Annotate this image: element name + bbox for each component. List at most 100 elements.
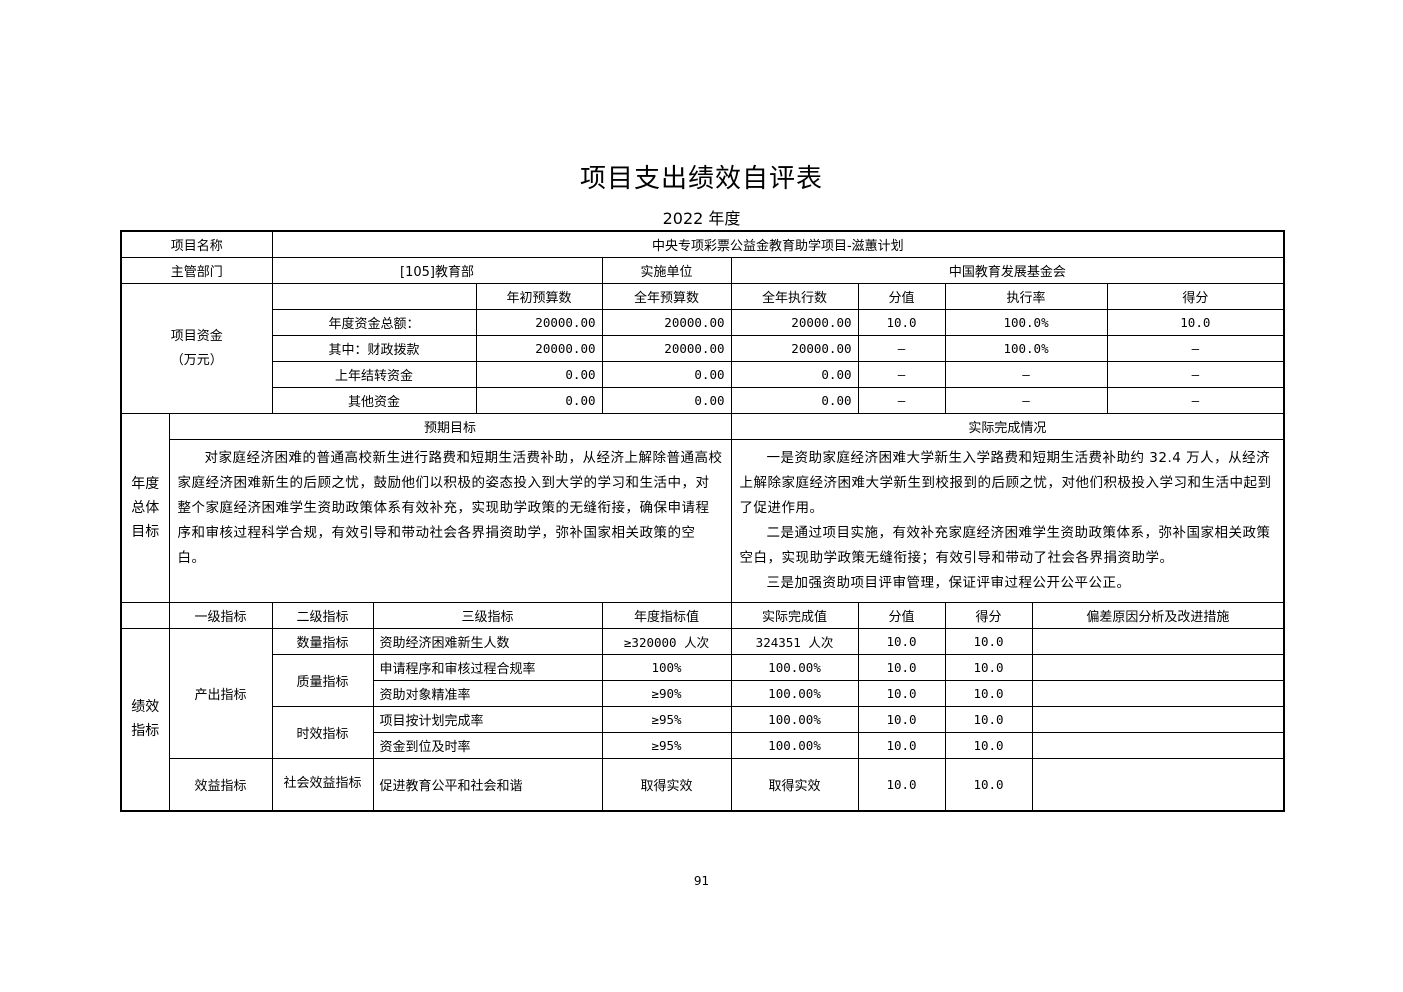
deviation-analysis (1031, 628, 1285, 655)
funds-row-label: 其他资金 (271, 387, 477, 414)
indicator-row: 时效指标 项目按计划完成率 ≥95% 100.00% 10.0 10.0 (121, 706, 1285, 759)
page-number: 91 (693, 874, 710, 888)
funds-cell: 0.00 (475, 361, 603, 388)
dept-label: 主管部门 (120, 257, 273, 284)
report-year: 2022 年度 (662, 209, 741, 228)
level3-indicator: 申请程序和审核过程合规率 (372, 654, 603, 681)
actual-result-paragraph: 二是通过项目实施，有效补充家庭经济困难学生资助政策体系，弥补国家相关政策空白，实… (739, 525, 1271, 566)
target-value: 100% (601, 654, 732, 681)
funds-row: 其他资金 0.00 0.00 0.00 — — — (121, 387, 1285, 414)
deviation-analysis (1031, 680, 1285, 707)
unit-value: 中国教育发展基金会 (730, 257, 1285, 284)
funds-cell: 0.00 (601, 387, 732, 414)
funds-cell: — (944, 387, 1108, 414)
funds-cell: 20000.00 (475, 309, 603, 336)
funds-cell: 20000.00 (601, 309, 732, 336)
score: 10.0 (944, 732, 1033, 759)
score-weight: 10.0 (857, 654, 946, 681)
funds-header (271, 283, 477, 310)
funds-cell: — (1106, 387, 1285, 414)
actual-value: 100.00% (730, 680, 859, 707)
funds-header: 全年执行数 (730, 283, 859, 310)
indicator-row: 绩效指标 产出指标 数量指标 资助经济困难新生人数 ≥320000 人次 324… (120, 628, 1285, 811)
indicator-header: 三级指标 (372, 602, 603, 629)
dept-value: [105]教育部 (271, 257, 603, 284)
score-weight: 10.0 (857, 680, 946, 707)
level3-indicator: 资助经济困难新生人数 (372, 628, 603, 655)
funds-header: 全年预算数 (601, 283, 732, 310)
funds-cell: — (857, 387, 946, 414)
level2-indicator: 数量指标 (271, 628, 374, 655)
project-name: 中央专项彩票公益金教育助学项目-滋蕙计划 (271, 230, 1285, 258)
performance-table: 项目名称 中央专项彩票公益金教育助学项目-滋蕙计划 主管部门 [105]教育部 … (120, 230, 1286, 812)
indicators-label: 绩效指标 (120, 628, 170, 811)
funds-cell: 20000.00 (475, 335, 603, 362)
score: 10.0 (944, 654, 1033, 681)
actual-result-paragraph: 一是资助家庭经济困难大学新生入学路费和短期生活费补助约 32.4 万人，从经济上… (739, 450, 1272, 516)
funds-cell: 10.0 (857, 309, 946, 336)
actual-value: 100.00% (730, 732, 859, 759)
funds-cell: — (1106, 361, 1285, 388)
page-title: 项目支出绩效自评表 (579, 164, 823, 194)
actual-value: 取得实效 (730, 758, 859, 811)
funds-cell: — (944, 361, 1108, 388)
target-value: ≥320000 人次 (601, 628, 732, 655)
expected-goal-text: 对家庭经济困难的普通高校新生进行路费和短期生活费补助，从经济上解除普通高校家庭经… (168, 439, 732, 603)
actual-value: 100.00% (730, 706, 859, 733)
indicator-row: 资助对象精准率 ≥90% 100.00% 10.0 10.0 (121, 680, 1285, 707)
funds-cell: — (857, 361, 946, 388)
expected-goal-paragraph: 对家庭经济困难的普通高校新生进行路费和短期生活费补助，从经济上解除普通高校家庭经… (177, 450, 723, 566)
goals-label: 年度总体目标 (120, 413, 170, 603)
funds-row: 其中：财政拨款 20000.00 20000.00 20000.00 — 100… (121, 335, 1285, 362)
indicator-header: 分值 (857, 602, 946, 629)
level3-indicator: 资助对象精准率 (372, 680, 603, 707)
target-value: ≥95% (601, 732, 732, 759)
funds-cell: 20000.00 (730, 309, 859, 336)
funds-cell: 100.0% (944, 309, 1108, 336)
actual-result-header: 实际完成情况 (730, 413, 1285, 440)
level1-indicator: 效益指标 (168, 758, 273, 811)
funds-cell: 0.00 (730, 387, 859, 414)
level3-indicator: 资金到位及时率 (372, 732, 603, 759)
funds-header: 执行率 (944, 283, 1108, 310)
indicator-header: 二级指标 (271, 602, 374, 629)
actual-result-paragraph: 三是加强资助项目评审管理，保证评审过程公开公平公正。 (766, 575, 1131, 591)
project-name-label: 项目名称 (120, 230, 273, 258)
actual-result-text: 一是资助家庭经济困难大学新生入学路费和短期生活费补助约 32.4 万人，从经济上… (730, 439, 1285, 603)
expected-goal-header: 预期目标 (168, 413, 732, 440)
funds-cell: 0.00 (730, 361, 859, 388)
unit-label: 实施单位 (601, 257, 732, 284)
funds-label-text: 项目资金 (170, 328, 223, 344)
funds-row-label: 其中：财政拨款 (271, 335, 477, 362)
target-value: ≥90% (601, 680, 732, 707)
score: 10.0 (944, 680, 1033, 707)
level2-indicator: 社会效益指标 (271, 758, 374, 811)
funds-row: 年度资金总额： 20000.00 20000.00 20000.00 10.0 … (121, 309, 1285, 336)
funds-cell: — (1106, 335, 1285, 362)
indicator-header: 一级指标 (168, 602, 273, 629)
level2-indicator: 质量指标 (271, 654, 374, 707)
score-weight: 10.0 (857, 732, 946, 759)
funds-cell: 100.0% (944, 335, 1108, 362)
score: 10.0 (944, 758, 1033, 811)
funds-cell: 0.00 (601, 361, 732, 388)
actual-value: 324351 人次 (730, 628, 859, 655)
indicator-row: 质量指标 申请程序和审核过程合规率 100% 100.00% 10.0 10.0 (121, 654, 1285, 707)
funds-cell: 0.00 (475, 387, 603, 414)
funds-cell: — (857, 335, 946, 362)
level1-indicator: 产出指标 (168, 628, 273, 759)
score-weight: 10.0 (857, 758, 946, 811)
funds-header: 分值 (857, 283, 946, 310)
indicator-row: 资金到位及时率 ≥95% 100.00% 10.0 10.0 (121, 732, 1285, 759)
score-weight: 10.0 (857, 706, 946, 733)
level3-indicator: 项目按计划完成率 (372, 706, 603, 733)
funds-cell: 20000.00 (730, 335, 859, 362)
blank-header (120, 602, 170, 629)
actual-value: 100.00% (730, 654, 859, 681)
target-value: ≥95% (601, 706, 732, 733)
deviation-analysis (1031, 758, 1285, 811)
level3-indicator: 促进教育公平和社会和谐 (372, 758, 603, 811)
deviation-analysis (1031, 732, 1285, 759)
funds-header: 得分 (1106, 283, 1285, 310)
funds-row-label: 年度资金总额： (271, 309, 477, 336)
